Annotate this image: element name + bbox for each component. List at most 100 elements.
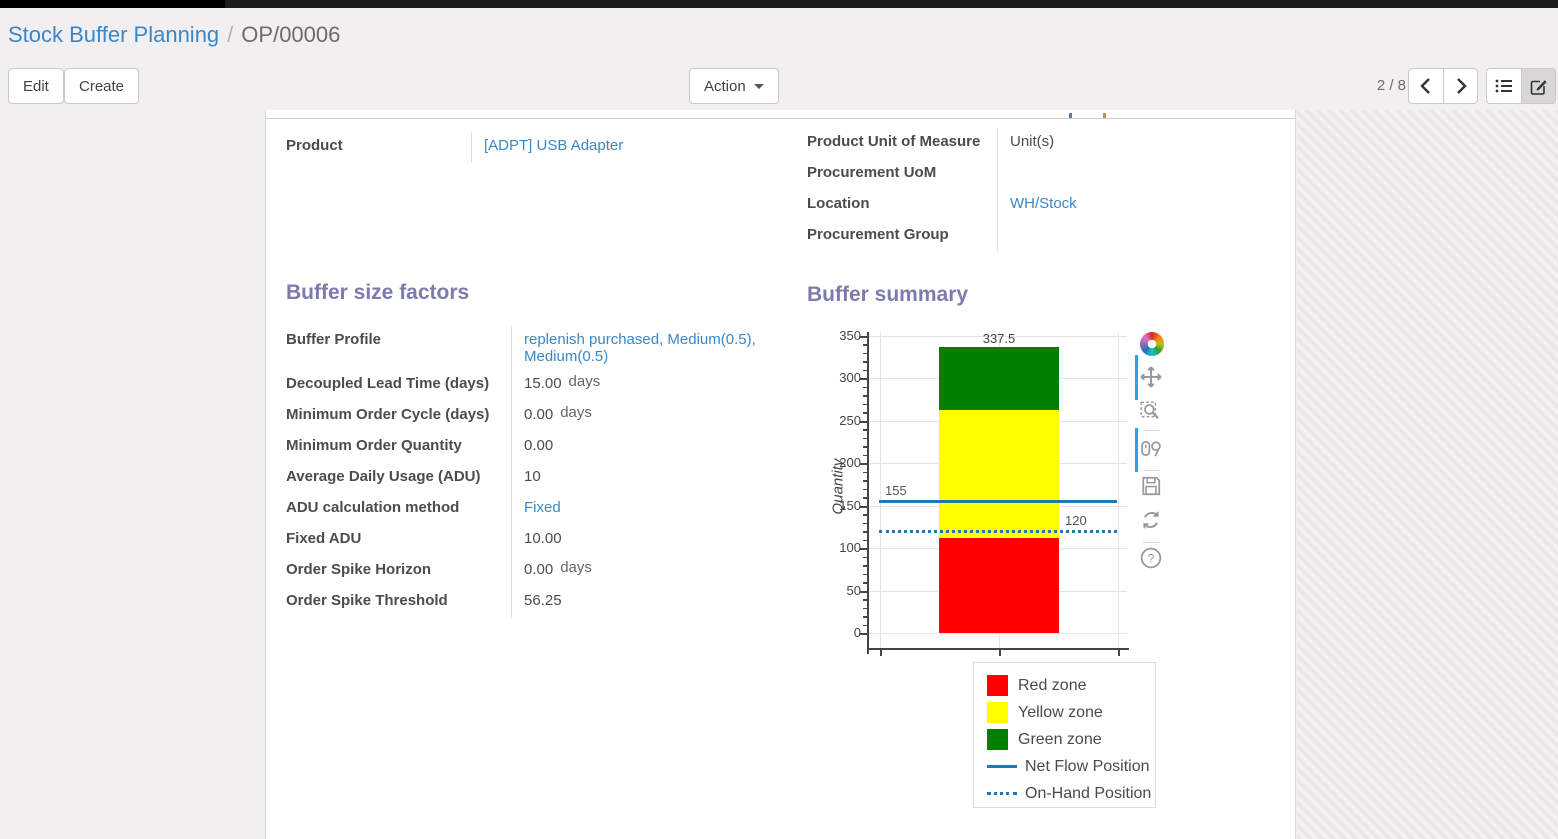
x-axis-line	[867, 648, 1129, 650]
y-major-tick	[860, 463, 867, 466]
field-value: 56.25	[512, 587, 791, 614]
field-value-link[interactable]: Fixed	[524, 499, 561, 516]
field-value-link[interactable]: [ADPT] USB Adapter	[484, 137, 624, 154]
compare-hover-icon[interactable]	[1140, 438, 1164, 462]
yellow-zone-bar[interactable]	[939, 410, 1059, 538]
field-row: Fixed ADU 10.00	[286, 525, 791, 556]
y-minor-tick	[863, 539, 867, 542]
field-unit-suffix: days	[568, 373, 601, 390]
field-value-text: Unit(s)	[1010, 133, 1055, 150]
breadcrumb-parent-link[interactable]: Stock Buffer Planning	[8, 22, 220, 47]
y-tick-label: 50	[846, 582, 861, 598]
chart-legend: Red zone Yellow zone Green zone Net Flow Po…	[973, 662, 1156, 808]
legend-swatch-green-zone	[987, 729, 1008, 750]
green-zone-bar[interactable]	[939, 346, 1059, 411]
legend-item[interactable]: Green zone	[987, 726, 1155, 753]
x-tick	[999, 650, 1001, 656]
y-tick-label: 0	[853, 625, 861, 640]
field-value: 0.00 days	[512, 401, 791, 428]
y-major-tick	[860, 505, 867, 508]
zone-cumulative-label: 337.5	[982, 330, 1016, 346]
field-value: WH/Stock	[998, 190, 1279, 217]
clipped-text-fragment	[1103, 113, 1106, 118]
create-button[interactable]: Create	[64, 68, 140, 104]
clipped-text-fragment	[1069, 113, 1072, 118]
field-row: Order Spike Horizon 0.00 days	[286, 556, 791, 587]
field-value-link[interactable]: WH/Stock	[1010, 195, 1077, 212]
field-label: Fixed ADU	[286, 525, 512, 556]
y-minor-tick	[863, 395, 867, 397]
y-major-tick	[860, 336, 867, 338]
on-hand-position-line[interactable]	[879, 530, 1117, 534]
help-icon[interactable]: ?	[1140, 547, 1164, 571]
field-value-text: 0.00	[524, 437, 554, 454]
y-tick-label: 300	[839, 370, 861, 386]
field-value	[998, 221, 1279, 231]
breadcrumb-separator: /	[227, 22, 234, 47]
y-minor-tick	[863, 437, 867, 440]
legend-item[interactable]: Yellow zone	[987, 699, 1155, 726]
legend-item[interactable]: Red zone	[987, 672, 1155, 699]
edit-button[interactable]: Edit	[8, 68, 64, 104]
y-minor-tick	[863, 369, 867, 372]
field-label: Minimum Order Cycle (days)	[286, 401, 512, 432]
field-row: Decoupled Lead Time (days) 15.00 days	[286, 370, 791, 401]
field-row: Location WH/Stock	[807, 190, 1279, 221]
background-hatch	[1297, 110, 1558, 839]
field-row: Minimum Order Cycle (days) 0.00 days	[286, 401, 791, 432]
field-row: ADU calculation method Fixed	[286, 494, 791, 525]
field-label: Product Unit of Measure	[807, 128, 998, 159]
download-icon[interactable]	[1140, 475, 1164, 499]
y-minor-tick	[863, 352, 867, 355]
box-zoom-icon[interactable]	[1140, 399, 1164, 423]
top-navbar	[0, 0, 1558, 8]
y-minor-tick	[863, 565, 867, 567]
action-dropdown-button[interactable]: Action	[689, 68, 779, 104]
top-navbar-left-segment	[0, 0, 225, 8]
line-value-label: 155	[885, 483, 907, 499]
y-minor-tick	[863, 514, 867, 516]
field-label: Order Spike Threshold	[286, 587, 512, 618]
field-value	[998, 159, 1279, 169]
y-minor-tick	[863, 454, 867, 457]
plotly-logo[interactable]	[1140, 332, 1164, 356]
line-value-label: 120	[1065, 513, 1087, 529]
legend-item[interactable]: Net Flow Position	[987, 753, 1155, 780]
legend-label: On-Hand Position	[1025, 784, 1152, 802]
field-label: Average Daily Usage (ADU)	[286, 463, 512, 494]
pan-icon[interactable]	[1140, 366, 1164, 390]
y-minor-tick	[863, 386, 867, 389]
buffer-summary-section: Buffer summary	[807, 283, 1277, 307]
legend-item[interactable]: On-Hand Position	[987, 780, 1155, 807]
list-view-button[interactable]	[1486, 68, 1521, 104]
modebar-separator	[1143, 470, 1159, 471]
x-tick	[880, 650, 882, 656]
field-value: 10.00	[512, 525, 791, 552]
pager-previous-button[interactable]	[1408, 68, 1443, 104]
legend-swatch-red-zone	[987, 675, 1008, 696]
field-row: Buffer Profile replenish purchased, Mediu…	[286, 326, 791, 370]
y-minor-tick	[863, 582, 867, 584]
net-flow-position-line[interactable]	[879, 500, 1117, 504]
form-view-button[interactable]	[1521, 68, 1556, 104]
modebar-separator	[1143, 542, 1159, 543]
x-tick	[1118, 650, 1120, 656]
pager-nav	[1408, 68, 1478, 104]
pager-next-button[interactable]	[1443, 68, 1478, 104]
legend-label: Net Flow Position	[1025, 757, 1150, 775]
field-value: Fixed	[512, 494, 791, 521]
y-minor-tick	[863, 480, 867, 482]
breadcrumb-current: OP/00006	[241, 22, 341, 47]
field-row: Procurement Group	[807, 221, 1279, 252]
buffer-size-factors-fields: Buffer Profile replenish purchased, Mediu…	[286, 326, 791, 618]
field-value-link[interactable]: replenish purchased, Medium(0.5), Medium…	[524, 331, 756, 365]
autoscale-icon[interactable]	[1140, 509, 1164, 533]
red-zone-bar[interactable]	[939, 537, 1059, 633]
modebar-active-indicator	[1135, 428, 1138, 472]
section-title-buffer-size-factors: Buffer size factors	[286, 281, 470, 304]
chevron-right-icon	[1456, 78, 1467, 94]
y-minor-tick	[863, 471, 867, 474]
y-minor-tick	[863, 624, 867, 626]
